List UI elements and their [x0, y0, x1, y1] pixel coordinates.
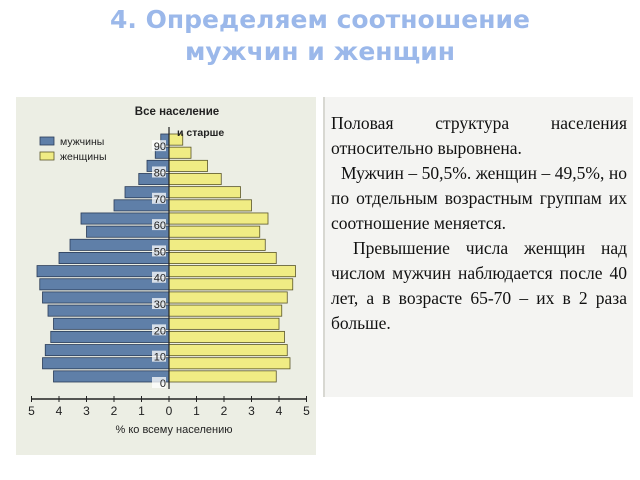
legend-label-men: мужчины	[60, 136, 104, 148]
bar-women-60-64	[168, 212, 269, 225]
bar-women-80-84	[168, 159, 208, 172]
chart-title: Все население	[135, 106, 219, 118]
y-tick-bg-50	[152, 245, 166, 257]
y-tick-bg-0	[152, 377, 166, 388]
y-tick-bg-30	[152, 298, 166, 310]
x-tick-label-1: 4	[56, 404, 63, 418]
legend-label-women: женщины	[60, 151, 107, 163]
bar-women-70-74	[168, 186, 241, 199]
bar-men-40-44	[36, 265, 170, 278]
y-tick-bg-70	[152, 192, 166, 204]
y-tick-label-0: 0	[160, 378, 166, 390]
bar-women-55-59	[168, 225, 261, 238]
y-tick-label-20: 20	[154, 325, 166, 337]
text-paragraph-1: Половая структура населения относительно…	[331, 113, 627, 158]
legend-swatch-women	[39, 151, 55, 161]
top-age-label: и старше	[177, 127, 224, 139]
bar-men-0-4	[53, 370, 170, 383]
y-tick-label-30: 30	[154, 299, 166, 311]
y-tick-label-90: 90	[154, 141, 166, 153]
bar-women-85-89	[168, 146, 192, 159]
bar-men-15-19	[50, 330, 170, 343]
text-panel: Половая структура населения относительно…	[323, 97, 633, 397]
bar-women-5-9	[168, 357, 291, 370]
x-tick-label-2: 3	[83, 404, 90, 418]
y-tick-label-70: 70	[154, 194, 166, 206]
legend-swatch-men	[39, 136, 55, 146]
slide-title-line2: мужчин и женщин	[184, 37, 456, 66]
bar-women-0-4	[168, 370, 277, 383]
bar-women-15-19	[168, 330, 285, 343]
x-tick-label-5: 0	[166, 404, 173, 418]
slide-title-line1: 4. Определяем соотношение	[110, 5, 530, 34]
x-tick-label-4: 1	[138, 404, 145, 418]
text-paragraph-3: Превышение числа женщин над числом мужчи…	[331, 238, 627, 333]
bar-women-45-49	[168, 252, 277, 264]
bar-women-50-54	[168, 238, 266, 251]
y-tick-bg-10	[152, 350, 166, 362]
bar-women-10-14	[168, 344, 288, 357]
x-axis-label: % ко всему населению	[116, 424, 233, 436]
text-body: Половая структура населения относительно…	[331, 111, 627, 336]
y-tick-bg-90	[152, 140, 166, 152]
chart-panel: 0 10 20 30 40 50 60 70 80 90 и старше 5 4 3 2 1 0 1 2 3 4 5% …	[16, 97, 316, 455]
y-tick-label-10: 10	[154, 352, 166, 364]
text-paragraph-2: Мужчин – 50,5%. женщин – 49,5%, но по от…	[331, 163, 627, 233]
bar-women-40-44	[168, 265, 296, 278]
x-tick-label-10: 5	[303, 404, 310, 418]
bar-women-35-39	[168, 278, 294, 291]
y-tick-bg-80	[152, 166, 166, 178]
x-tick-label-8: 3	[248, 404, 255, 418]
x-tick-label-7: 2	[221, 404, 228, 418]
y-tick-label-50: 50	[154, 246, 166, 258]
bar-women-65-69	[168, 199, 252, 212]
bar-men-5-9	[42, 357, 170, 370]
bar-women-30-34	[168, 291, 288, 304]
bar-women-25-29	[168, 304, 283, 317]
bar-men-25-29	[47, 304, 170, 317]
x-tick-label-6: 1	[193, 404, 200, 418]
y-tick-bg-20	[152, 324, 166, 336]
bar-women-75-79	[168, 173, 222, 186]
y-tick-label-80: 80	[154, 167, 166, 179]
y-tick-bg-40	[152, 271, 166, 283]
bar-men-10-14	[44, 344, 170, 357]
bar-men-30-34	[42, 291, 170, 304]
slide-title: 4. Определяем соотношение мужчин и женщи…	[0, 4, 640, 68]
y-tick-bg-60	[152, 219, 166, 231]
x-tick-label-9: 4	[276, 404, 283, 418]
x-tick-label-3: 2	[111, 404, 118, 418]
bar-women-20-24	[168, 317, 280, 330]
bar-men-35-39	[39, 278, 170, 291]
y-tick-label-60: 60	[154, 220, 166, 232]
bar-men-20-24	[53, 317, 170, 330]
x-tick-label-0: 5	[28, 404, 35, 418]
y-tick-label-40: 40	[154, 273, 166, 285]
